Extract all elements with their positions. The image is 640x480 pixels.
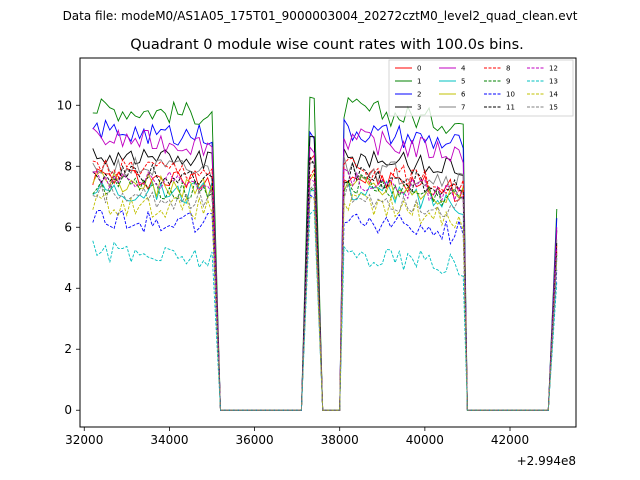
y-tick-label: 0: [64, 403, 72, 417]
series-line-15: [92, 181, 558, 411]
y-tick-label: 8: [64, 159, 72, 173]
x-axis-offset-label: +2.994e8: [517, 454, 576, 468]
y-tick-label: 4: [64, 281, 72, 295]
x-tick-label: 32000: [65, 433, 103, 447]
legend-label-0: 0: [417, 65, 421, 73]
legend-label-4: 4: [461, 65, 466, 73]
plot-area: [80, 58, 576, 427]
chart-title: Quadrant 0 module wise count rates with …: [130, 37, 524, 53]
legend-label-8: 8: [506, 65, 510, 73]
legend-label-14: 14: [549, 91, 558, 99]
legend-label-6: 6: [461, 91, 466, 99]
legend-label-3: 3: [417, 104, 421, 112]
legend-label-5: 5: [461, 78, 465, 86]
x-tick-label: 34000: [150, 433, 188, 447]
legend-label-15: 15: [549, 104, 558, 112]
legend-label-11: 11: [506, 104, 515, 112]
series-layer: [92, 96, 558, 411]
y-tick-label: 6: [64, 220, 72, 234]
y-tick-label: 10: [57, 98, 72, 112]
y-axis-ticks: 0 2 4 6 8 10: [57, 98, 80, 417]
x-axis-ticks: 32000 34000 36000 38000 40000 42000: [65, 427, 529, 447]
series-line-13: [92, 208, 558, 411]
legend-label-12: 12: [549, 65, 558, 73]
legend-label-9: 9: [506, 78, 510, 86]
legend-label-7: 7: [461, 104, 465, 112]
legend-label-13: 13: [549, 78, 558, 86]
y-tick-label: 2: [64, 342, 72, 356]
x-tick-label: 38000: [321, 433, 359, 447]
legend-label-1: 1: [417, 78, 421, 86]
x-tick-label: 42000: [491, 433, 529, 447]
x-tick-label: 40000: [406, 433, 444, 447]
legend-label-2: 2: [417, 91, 421, 99]
x-tick-label: 36000: [235, 433, 273, 447]
legend-label-10: 10: [506, 91, 515, 99]
chart-suptitle: Data file: modeM0/AS1A05_175T01_90000030…: [63, 9, 578, 23]
plot-frame: [79, 57, 577, 428]
